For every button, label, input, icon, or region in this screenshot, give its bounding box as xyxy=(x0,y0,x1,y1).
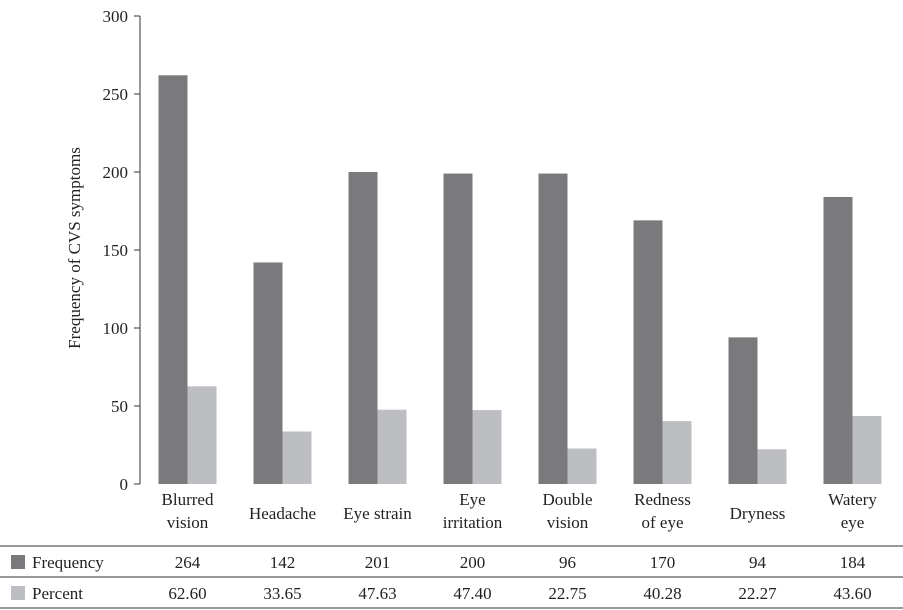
bar-frequency-1 xyxy=(253,262,283,484)
bar-frequency-6 xyxy=(728,337,758,484)
table-cell: 264 xyxy=(175,553,201,572)
bar-frequency-3 xyxy=(443,173,473,484)
category-label: irritation xyxy=(443,513,503,532)
category-label: Watery xyxy=(828,490,877,509)
bar-percent-6 xyxy=(757,449,787,484)
y-axis: 0 50 100 150 200 250 300 xyxy=(103,7,141,494)
category-label: of eye xyxy=(641,513,683,532)
table-cell: 22.27 xyxy=(738,584,777,603)
table-cell: 200 xyxy=(460,553,486,572)
bar-percent-1 xyxy=(282,431,312,484)
category-label: vision xyxy=(167,513,209,532)
bar-percent-2 xyxy=(377,409,407,484)
category-label: Eye strain xyxy=(343,504,412,523)
table-cell: 184 xyxy=(840,553,866,572)
table-cell: 40.28 xyxy=(643,584,681,603)
bar-frequency-0 xyxy=(158,75,188,484)
table-cell: 62.60 xyxy=(168,584,206,603)
table-cell: 43.60 xyxy=(833,584,871,603)
y-tick-label: 250 xyxy=(103,85,129,104)
category-label: Double xyxy=(542,490,592,509)
y-tick-label: 150 xyxy=(103,241,129,260)
bar-frequency-7 xyxy=(823,196,853,484)
legend-label-percent: Percent xyxy=(32,584,83,603)
y-tick-label: 50 xyxy=(111,397,128,416)
table-cell: 47.63 xyxy=(358,584,396,603)
category-label: Headache xyxy=(249,504,316,523)
x-axis-category-labels: Blurred vision Headache Eye strain Eye irrita… xyxy=(162,490,878,532)
table-cell: 142 xyxy=(270,553,296,572)
bar-percent-0 xyxy=(187,386,217,484)
bar-percent-4 xyxy=(567,448,597,484)
y-axis-title: Frequency of CVS symptoms xyxy=(65,147,84,349)
legend-label-frequency: Frequency xyxy=(32,553,104,572)
bar-percent-3 xyxy=(472,410,502,484)
table-cell: 22.75 xyxy=(548,584,586,603)
y-tick-label: 300 xyxy=(103,7,129,26)
table-cell: 33.65 xyxy=(263,584,301,603)
data-table: Frequency 264 142 201 200 96 170 94 184 Percent 62… xyxy=(0,545,903,609)
category-label: Eye xyxy=(459,490,485,509)
bar-frequency-4 xyxy=(538,173,568,484)
table-cell: 170 xyxy=(650,553,676,572)
legend-swatch-frequency xyxy=(11,555,25,569)
bar-frequency-5 xyxy=(633,220,663,485)
bars xyxy=(158,75,882,485)
table-cell: 96 xyxy=(559,553,576,572)
category-label: eye xyxy=(841,513,865,532)
bar-percent-7 xyxy=(852,415,882,484)
bar-percent-5 xyxy=(662,421,692,484)
y-tick-label: 0 xyxy=(120,475,129,494)
bar-frequency-2 xyxy=(348,172,378,484)
legend-swatch-percent xyxy=(11,586,25,600)
category-label: vision xyxy=(547,513,589,532)
y-tick-label: 100 xyxy=(103,319,129,338)
category-label: Dryness xyxy=(730,504,786,523)
table-cell: 94 xyxy=(749,553,767,572)
category-label: Blurred xyxy=(162,490,214,509)
y-tick-label: 200 xyxy=(103,163,129,182)
category-label: Redness xyxy=(634,490,691,509)
y-axis-title-group: Frequency of CVS symptoms xyxy=(65,147,84,349)
table-cell: 201 xyxy=(365,553,391,572)
table-cell: 47.40 xyxy=(453,584,491,603)
